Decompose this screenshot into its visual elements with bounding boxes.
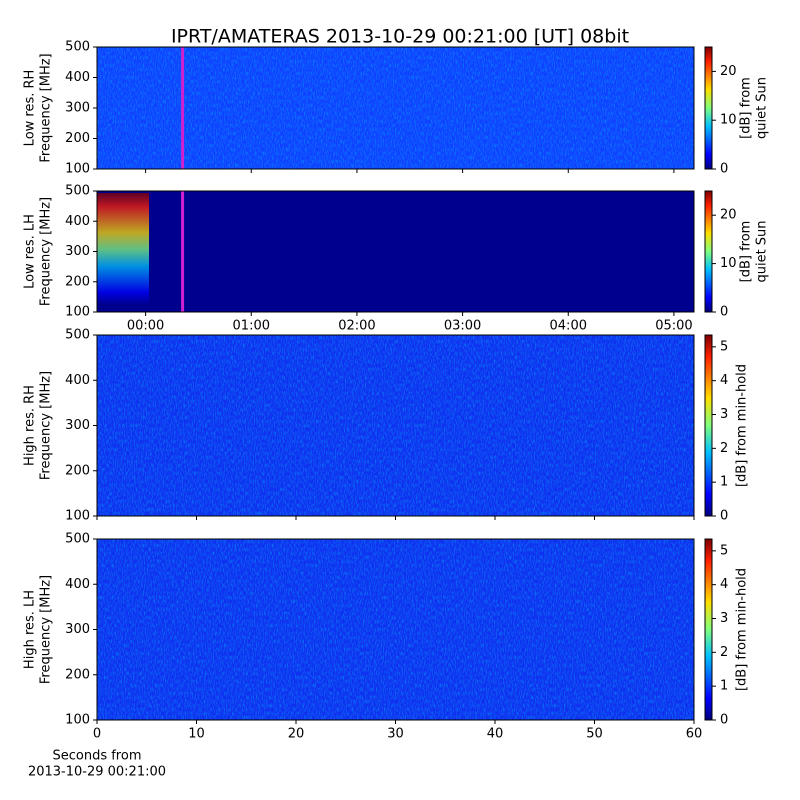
y-tick-label: 100	[65, 509, 90, 524]
colorbar-tick-label: 3	[720, 611, 728, 626]
colorbar-label: [dB] from min-hold	[735, 364, 750, 487]
heatmap-burst	[97, 193, 149, 306]
y-axis-label: Frequency [MHz]	[39, 53, 54, 162]
y-tick-label: 500	[65, 40, 90, 55]
y-axis-label: Frequency [MHz]	[39, 371, 54, 480]
y-axis-label: Low res. LH	[23, 214, 38, 289]
colorbar-tick-label: 1	[720, 679, 728, 694]
y-tick-label: 500	[65, 532, 90, 547]
x-tick-label: 20	[288, 727, 305, 742]
y-tick-label: 200	[65, 667, 90, 682]
colorbar	[704, 190, 713, 313]
y-tick-label: 300	[65, 101, 90, 116]
colorbar-tick-label: 1	[720, 475, 728, 490]
y-tick-label: 300	[65, 622, 90, 637]
x-tick-label: 04:00	[550, 319, 587, 334]
colorbar-tick-label: 4	[720, 373, 728, 388]
colorbar-tick-label: 3	[720, 407, 728, 422]
colorbar-label: quiet Sun	[755, 77, 770, 139]
x-tick-label: 01:00	[233, 319, 270, 334]
time-marker	[181, 191, 185, 312]
x-tick-label: 03:00	[444, 319, 481, 334]
heatmap-texture	[97, 539, 694, 720]
colorbar-label: quiet Sun	[755, 220, 770, 282]
colorbar-tick-label: 10	[720, 113, 737, 128]
x-tick-label: 60	[686, 727, 703, 742]
colorbar-tick-label: 0	[720, 162, 728, 177]
colorbar-label: [dB] from	[739, 77, 754, 139]
y-tick-label: 500	[65, 328, 90, 343]
x-tick-label: 05:00	[655, 319, 692, 334]
x-tick-label: 40	[487, 727, 504, 742]
y-tick-label: 100	[65, 305, 90, 320]
heatmap-texture	[97, 47, 694, 169]
y-tick-label: 300	[65, 418, 90, 433]
y-tick-label: 400	[65, 214, 90, 229]
colorbar-tick-label: 5	[720, 543, 728, 558]
y-tick-label: 400	[65, 577, 90, 592]
colorbar-tick-label: 2	[720, 441, 728, 456]
y-axis-label: Low res. RH	[23, 70, 38, 147]
colorbar	[704, 334, 713, 517]
colorbar-tick-label: 0	[720, 713, 728, 728]
colorbar-label: [dB] from min-hold	[735, 568, 750, 691]
y-tick-label: 500	[65, 184, 90, 199]
colorbar	[704, 538, 713, 721]
y-axis-label: High res. RH	[23, 385, 38, 466]
colorbar-tick-label: 0	[720, 305, 728, 320]
y-axis-label: Frequency [MHz]	[39, 575, 54, 684]
colorbar-label: [dB] from	[739, 221, 754, 283]
y-axis-label: High res. LH	[23, 590, 38, 669]
y-tick-label: 200	[65, 463, 90, 478]
x-tick-label: 50	[586, 727, 603, 742]
colorbar	[704, 46, 713, 170]
title: IPRT/AMATERAS 2013-10-29 00:21:00 [UT] 0…	[171, 26, 629, 48]
colorbar-tick-label: 20	[720, 64, 737, 79]
y-axis-label: Frequency [MHz]	[39, 197, 54, 306]
y-tick-label: 400	[65, 373, 90, 388]
y-tick-label: 200	[65, 274, 90, 289]
y-tick-label: 100	[65, 162, 90, 177]
colorbar-tick-label: 20	[720, 208, 737, 223]
y-tick-label: 400	[65, 70, 90, 85]
colorbar-tick-label: 10	[720, 256, 737, 271]
colorbar-tick-label: 4	[720, 577, 728, 592]
colorbar-tick-label: 2	[720, 645, 728, 660]
y-tick-label: 200	[65, 131, 90, 146]
heatmap-texture	[97, 335, 694, 516]
x-tick-label: 00:00	[127, 319, 164, 334]
x-tick-label: 02:00	[338, 319, 375, 334]
x-tick-label: 30	[387, 727, 404, 742]
x-axis-label: Seconds from	[52, 749, 141, 764]
x-axis-label: 2013-10-29 00:21:00	[28, 765, 166, 780]
heatmap	[97, 191, 694, 312]
time-marker	[181, 47, 185, 169]
x-tick-label: 0	[93, 727, 101, 742]
y-tick-label: 100	[65, 713, 90, 728]
colorbar-tick-label: 0	[720, 509, 728, 524]
y-tick-label: 300	[65, 244, 90, 259]
colorbar-tick-label: 5	[720, 339, 728, 354]
x-tick-label: 10	[188, 727, 205, 742]
